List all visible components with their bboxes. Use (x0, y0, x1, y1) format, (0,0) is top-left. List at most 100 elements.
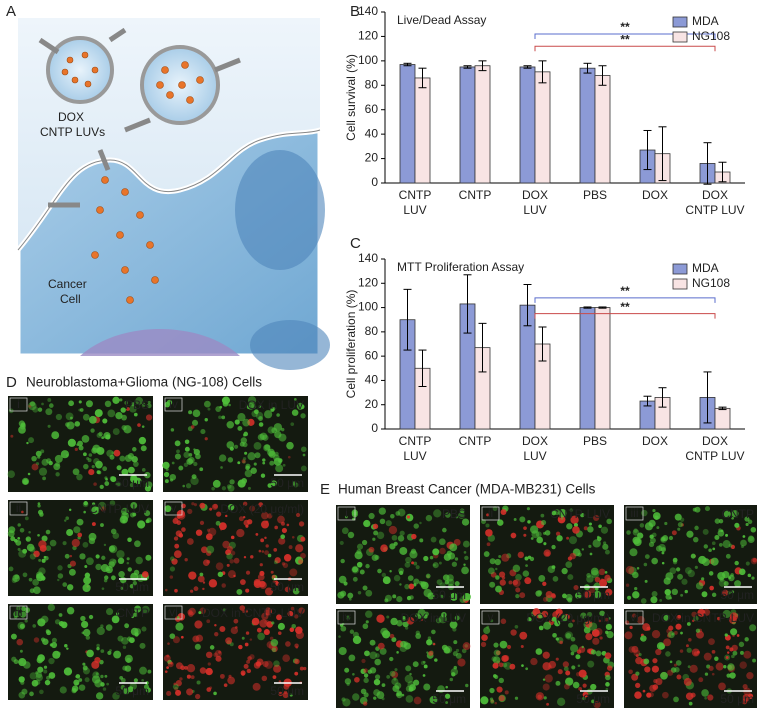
cell-spot (105, 565, 113, 574)
cell-spot (463, 563, 466, 566)
cell-spot (430, 536, 437, 543)
cell-spot (729, 647, 734, 652)
cell-spot (282, 654, 291, 663)
cell-spot (362, 585, 368, 591)
cell-spot (352, 635, 362, 645)
cell-spot (219, 626, 226, 633)
cell-spot (432, 562, 439, 569)
cell-spot (575, 654, 581, 660)
cell-spot (298, 607, 305, 614)
cell-spot (177, 515, 181, 519)
error-bar (718, 406, 727, 411)
cell-spot (63, 667, 73, 676)
cell-spot (441, 644, 448, 651)
micrograph: vi DOX in CNTP-LUV 50 μm (624, 608, 757, 708)
cell-spot (262, 458, 266, 462)
index-box (625, 506, 644, 521)
cell-spot (176, 449, 180, 454)
cell-spot (384, 598, 389, 603)
micrograph: i PBS 50 μm (336, 505, 471, 604)
cell-spot (432, 642, 436, 646)
cell-spot (267, 449, 272, 453)
cell-spot (37, 533, 40, 537)
cell-spot (652, 512, 661, 520)
cell-spot (722, 540, 731, 549)
cell-spot (145, 687, 151, 693)
cell-spot (363, 673, 369, 678)
cell-spot (227, 503, 235, 511)
cell-spot (704, 672, 709, 676)
scale-label: 50 μm (720, 692, 754, 706)
panel-label: E (320, 481, 330, 498)
cell-spot (464, 644, 468, 648)
cell-spot (146, 517, 152, 523)
cell-spot (498, 554, 502, 558)
cell-spot (25, 536, 31, 542)
micrograph: i PBS 50 μm (7, 396, 153, 492)
cell-spot (264, 550, 269, 555)
image-index: v (488, 610, 494, 624)
cell-spot (649, 684, 657, 692)
cell-spot (258, 502, 264, 508)
cell-spot (183, 462, 189, 467)
cell-spot (166, 666, 169, 669)
schematic-label: Cancer (48, 277, 87, 291)
cell-spot (272, 580, 276, 583)
cell-spot (568, 536, 578, 545)
index-box (9, 397, 28, 412)
cell-spot (382, 576, 391, 585)
image-label: DOX (20 μg/ml) (526, 611, 610, 625)
error-bar (583, 306, 592, 309)
cell-spot (582, 696, 586, 701)
cell-spot (258, 405, 262, 408)
cell-spot (52, 650, 61, 659)
cell-spot (501, 553, 510, 562)
cell-spot (86, 557, 94, 566)
cell-spot (181, 527, 186, 532)
cell-spot (225, 637, 233, 645)
cell-spot (253, 578, 261, 587)
image-label: CNTP (116, 606, 149, 620)
cell-spot (182, 484, 186, 488)
micrograph-bg (163, 500, 308, 596)
x-tick-label: LUV (403, 203, 426, 217)
cell-spot (458, 512, 466, 520)
cell-spot (214, 624, 217, 627)
cell-spot (10, 536, 16, 542)
cell-spot (652, 509, 656, 513)
cell-spot (264, 607, 273, 616)
cell-spot (650, 596, 658, 604)
cell-spot (171, 558, 178, 565)
cell-spot (206, 687, 212, 692)
cell-spot (302, 453, 306, 457)
cell-spot (242, 460, 246, 464)
cell-spot (249, 638, 253, 641)
cell-spot (345, 615, 351, 621)
cell-spot (124, 623, 130, 629)
cell-spot (664, 521, 668, 526)
y-tick-label: 0 (371, 421, 378, 435)
cell-spot (16, 606, 21, 611)
cell-spot (694, 525, 699, 531)
cell-spot (109, 500, 116, 506)
cell-spot (361, 539, 368, 546)
cell-spot (33, 550, 40, 558)
cell-spot (690, 553, 696, 559)
cell-spot (745, 522, 749, 527)
cell-spot (512, 579, 519, 586)
cell-spot (129, 483, 134, 488)
cell-spot (141, 403, 146, 408)
cell-spot (714, 656, 719, 661)
cell-spot (489, 558, 496, 565)
cell-spot (108, 544, 118, 554)
cell-spot (274, 430, 282, 439)
cell-spot (715, 662, 724, 671)
cell-spot (145, 554, 152, 561)
cell-spot (242, 610, 246, 613)
cell-spot (339, 540, 344, 546)
cell-spot (498, 662, 504, 668)
cell-spot (242, 442, 248, 448)
cell-spot (288, 545, 293, 550)
cell-spot (204, 400, 211, 408)
cell-spot (563, 666, 569, 672)
